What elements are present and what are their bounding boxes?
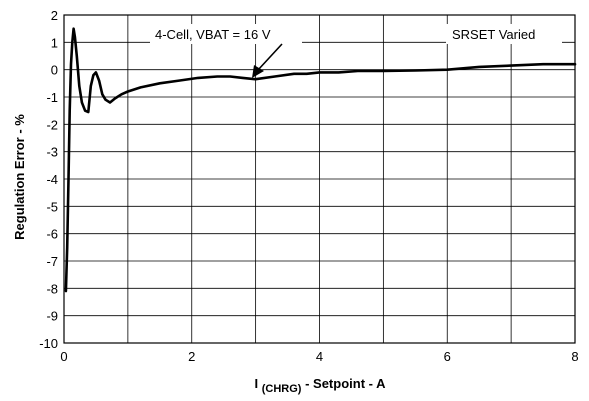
series-label: 4-Cell, VBAT = 16 V (155, 27, 271, 42)
x-axis-title-subscript: (CHRG) (262, 383, 302, 395)
y-tick-label: -9 (46, 309, 58, 324)
y-tick-label: -6 (46, 227, 58, 242)
condition-label: SRSET Varied (452, 27, 535, 42)
y-tick-label: 0 (51, 63, 58, 78)
x-tick-label: 6 (444, 349, 451, 364)
x-tick-label: 2 (188, 349, 195, 364)
x-axis-title: I (CHRG) - Setpoint - A (255, 376, 387, 395)
annotation-arrow-head (252, 65, 264, 78)
grid-lines (63, 14, 576, 344)
y-tick-label: -1 (46, 90, 58, 105)
y-axis-title: Regulation Error - % (12, 114, 27, 240)
plot-area (63, 14, 576, 344)
y-tick-label: -3 (46, 145, 58, 160)
x-tick-label: 0 (60, 349, 67, 364)
y-tick-label: -2 (46, 117, 58, 132)
series-line-4cell (64, 27, 577, 293)
x-tick-labels: 0 2 4 6 8 (60, 349, 578, 364)
y-tick-label: -8 (46, 281, 58, 296)
series-label-background (150, 24, 302, 44)
y-tick-label: -10 (39, 336, 58, 351)
y-tick-label: -4 (46, 172, 58, 187)
x-axis-title-rest: - Setpoint - A (305, 376, 386, 391)
y-tick-label: 2 (51, 8, 58, 23)
y-tick-label: 1 (51, 35, 58, 50)
condition-label-background (446, 24, 562, 44)
x-tick-label: 4 (316, 349, 323, 364)
x-tick-label: 8 (571, 349, 578, 364)
x-axis-title-main: I (255, 376, 259, 391)
y-tick-label: -7 (46, 254, 58, 269)
annotation-arrow-line (257, 43, 283, 71)
y-tick-labels: 2 1 0 -1 -2 -3 -4 -5 -6 -7 -8 -9 -10 (39, 8, 58, 351)
y-tick-label: -5 (46, 199, 58, 214)
